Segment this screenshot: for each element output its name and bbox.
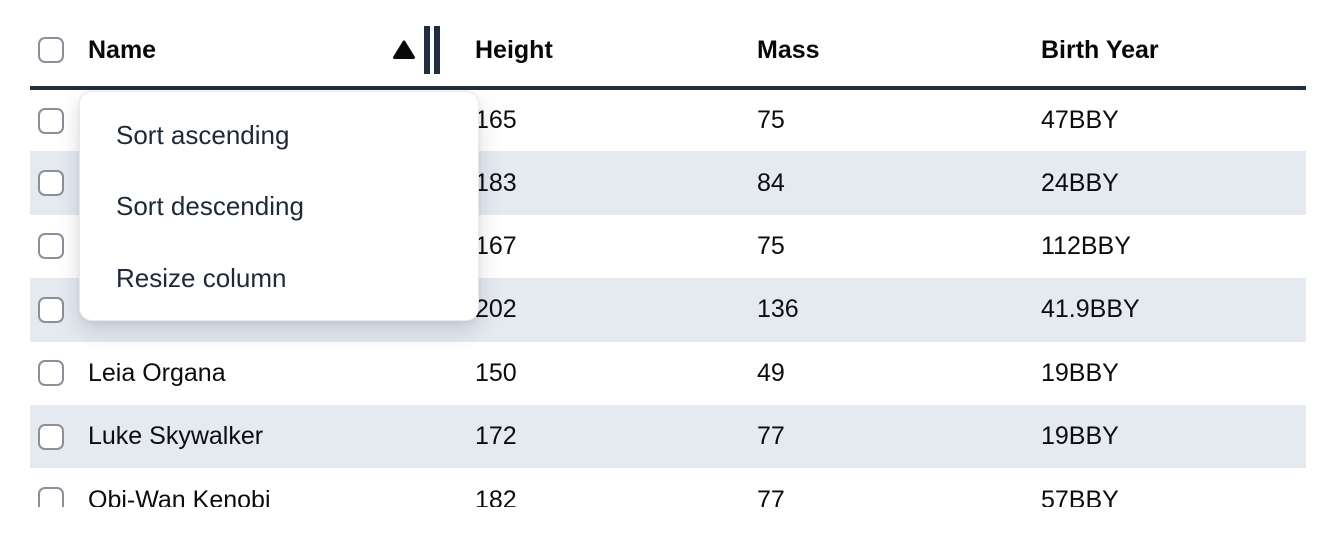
cell-mass: 77	[757, 485, 785, 507]
cell-name: Obi-Wan Kenobi	[88, 485, 271, 507]
row-checkbox[interactable]	[38, 423, 64, 450]
menu-item-resize-column[interactable]: Resize column	[116, 262, 287, 293]
table-viewport: Name Height Mass	[30, 0, 1306, 507]
table-row: Obi-Wan Kenobi 182 77 57BBY	[30, 468, 1306, 507]
cell-birth-year: 47BBY	[1041, 106, 1119, 135]
cell-mass: 75	[757, 231, 785, 260]
cell-height: 183	[475, 168, 517, 197]
column-header-mass-label: Mass	[757, 35, 820, 64]
header-row: Name Height Mass	[30, 0, 1306, 90]
row-checkbox[interactable]	[38, 487, 64, 507]
cell-mass: 75	[757, 106, 785, 135]
resize-bar	[434, 26, 440, 74]
sort-ascending-icon	[393, 40, 415, 59]
table-row: Luke Skywalker 172 77 19BBY	[30, 404, 1306, 469]
column-header-height[interactable]: Height	[463, 0, 745, 90]
column-header-name-label: Name	[88, 35, 157, 64]
cell-name: Leia Organa	[88, 358, 226, 387]
cell-birth-year: 41.9BBY	[1041, 295, 1140, 324]
resize-bar	[424, 26, 430, 74]
row-checkbox[interactable]	[38, 360, 64, 387]
characters-table: Name Height Mass	[30, 0, 1306, 507]
table-row: Leia Organa 150 49 19BBY	[30, 342, 1306, 405]
column-header-birth-year-label: Birth Year	[1041, 35, 1159, 64]
column-header-menu: Sort ascending Sort descending Resize co…	[79, 91, 479, 321]
column-header-name[interactable]: Name	[76, 0, 463, 90]
select-all-header-cell	[30, 0, 76, 90]
cell-birth-year: 19BBY	[1041, 358, 1119, 387]
row-checkbox[interactable]	[38, 233, 64, 260]
table-row: 165 75 47BBY	[30, 88, 1306, 151]
row-checkbox[interactable]	[38, 296, 64, 323]
cell-height: 150	[475, 358, 517, 387]
menu-item-sort-descending[interactable]: Sort descending	[116, 191, 304, 222]
cell-birth-year: 57BBY	[1041, 485, 1119, 507]
menu-item-sort-ascending[interactable]: Sort ascending	[116, 120, 290, 151]
cell-birth-year: 112BBY	[1041, 231, 1131, 260]
column-header-height-label: Height	[475, 35, 553, 64]
cell-name: Luke Skywalker	[88, 422, 264, 451]
table-row: 167 75 112BBY	[30, 215, 1306, 278]
cell-height: 182	[475, 485, 517, 507]
cell-height: 172	[475, 422, 517, 451]
cell-mass: 136	[757, 295, 799, 324]
select-all-checkbox[interactable]	[38, 37, 64, 63]
row-checkbox[interactable]	[38, 107, 64, 134]
cell-mass: 77	[757, 422, 785, 451]
column-header-mass[interactable]: Mass	[745, 0, 1029, 90]
cell-birth-year: 24BBY	[1041, 168, 1119, 197]
cell-mass: 49	[757, 358, 785, 387]
cell-birth-year: 19BBY	[1041, 422, 1119, 451]
cell-height: 202	[475, 295, 517, 324]
row-checkbox[interactable]	[38, 170, 64, 197]
cell-height: 165	[475, 106, 517, 135]
cell-height: 167	[475, 231, 517, 260]
column-header-birth-year[interactable]: Birth Year	[1029, 0, 1306, 90]
cell-mass: 84	[757, 168, 785, 197]
column-resize-handle-icon[interactable]	[424, 26, 440, 74]
